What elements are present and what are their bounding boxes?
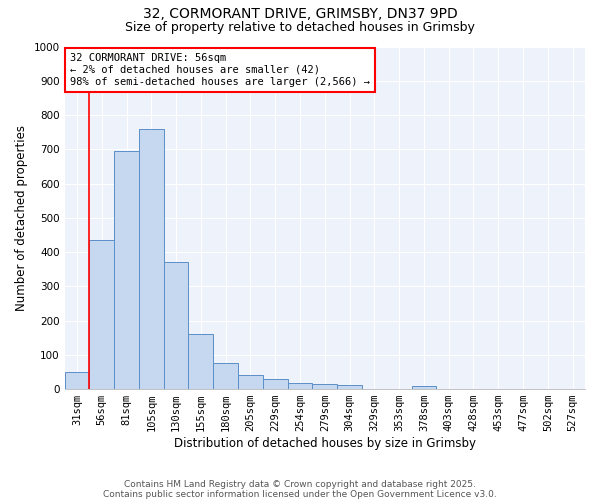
Bar (65, 372, 89, 389)
Bar (337, 385, 362, 389)
Text: Size of property relative to detached houses in Grimsby: Size of property relative to detached ho… (125, 21, 475, 34)
Text: 32 CORMORANT DRIVE: 56sqm
← 2% of detached houses are smaller (42)
98% of semi-d: 32 CORMORANT DRIVE: 56sqm ← 2% of detach… (70, 54, 370, 86)
Bar (89, 240, 114, 389)
Bar (188, 334, 213, 389)
Bar (287, 383, 313, 389)
Bar (114, 151, 139, 389)
X-axis label: Distribution of detached houses by size in Grimsby: Distribution of detached houses by size … (174, 437, 476, 450)
Bar (164, 262, 188, 389)
Bar (213, 364, 238, 389)
Bar (139, 128, 164, 389)
Text: 32, CORMORANT DRIVE, GRIMSBY, DN37 9PD: 32, CORMORANT DRIVE, GRIMSBY, DN37 9PD (143, 8, 457, 22)
Bar (313, 384, 337, 389)
Y-axis label: Number of detached properties: Number of detached properties (15, 125, 28, 311)
Bar (263, 379, 287, 389)
Bar (412, 386, 436, 389)
Text: Contains HM Land Registry data © Crown copyright and database right 2025.
Contai: Contains HM Land Registry data © Crown c… (103, 480, 497, 499)
Bar (238, 376, 263, 389)
